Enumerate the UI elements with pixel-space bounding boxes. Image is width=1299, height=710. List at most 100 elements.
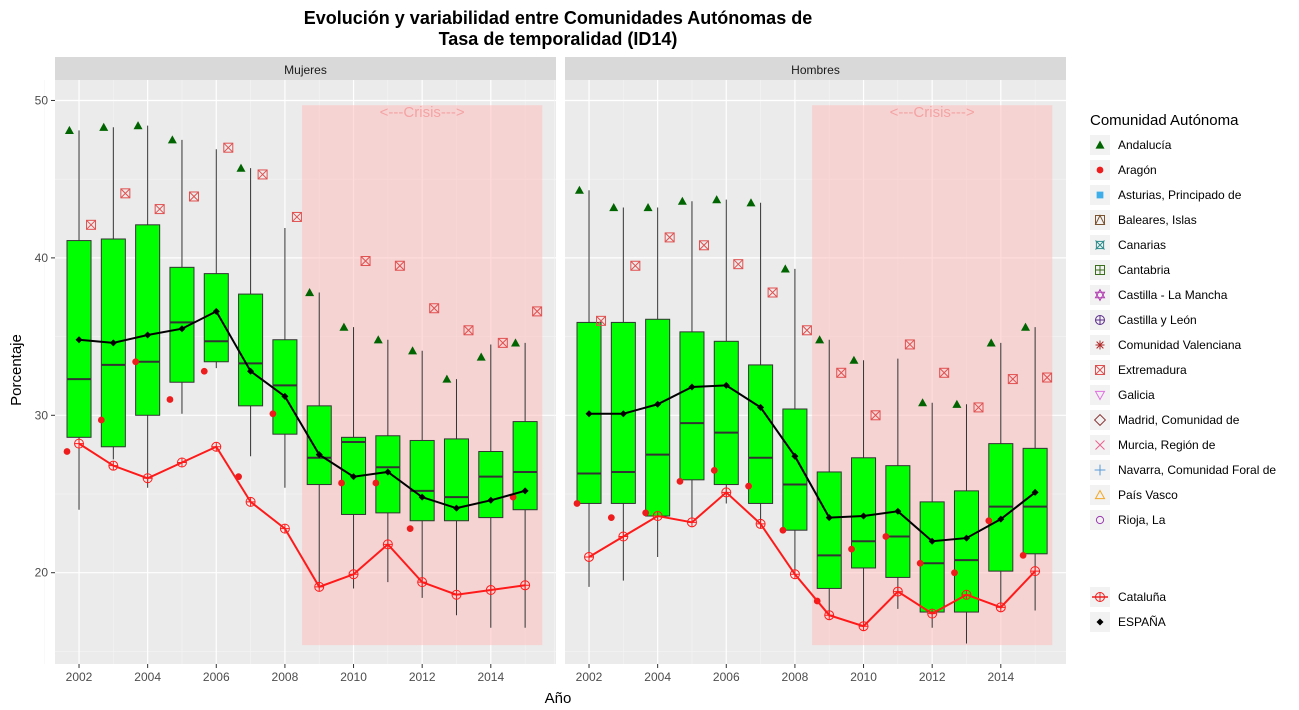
region-point-andalucia-shape [815, 335, 825, 344]
x-tick-label: 2004 [644, 670, 671, 684]
legend-item: Cantabria [1090, 260, 1170, 280]
legend-key-symbol [1096, 191, 1104, 199]
region-point-aragon-shape [573, 500, 581, 507]
espana-point [212, 307, 220, 315]
region-point-extremadura-shape2 [939, 367, 950, 378]
region-point-aragon-shape [779, 526, 787, 534]
legend-key-symbol [1094, 288, 1106, 302]
facet-strip-label: Hombres [791, 63, 840, 77]
espana-point [654, 400, 662, 408]
region-point-extremadura-shape2 [1042, 372, 1052, 383]
facet-panel: Mujeres <---Crisis---> 2002 2004 2006 2008 201… [35, 57, 556, 684]
espana-point [860, 512, 868, 520]
espana-point [997, 515, 1005, 523]
region-point-aragon-shape [916, 559, 924, 567]
region-point-andalucia-shape [442, 374, 452, 383]
region-point-extremadura-shape2 [596, 315, 606, 326]
box-body [679, 331, 705, 481]
region-point-extremadura-shape2 [870, 410, 881, 421]
espana-point-shape [521, 487, 529, 495]
region-point-andalucia-shape [609, 203, 619, 212]
crisis-label: <---Crisis---> [380, 104, 465, 121]
legend-item: Baleares, Islas [1090, 210, 1197, 230]
legend-key-symbol-shape [1093, 413, 1107, 427]
espana-point-shape [585, 410, 593, 418]
legend-key-symbol-shape [1095, 365, 1105, 375]
region-point-aragon [63, 448, 71, 455]
region-point-extremadura [188, 191, 199, 202]
region-point-extremadura-shape2 [699, 240, 709, 251]
region-point-andalucia [99, 122, 109, 131]
region-point-andalucia [373, 335, 383, 344]
legend-key-symbol [1095, 140, 1105, 149]
region-point-aragon-shape [406, 525, 414, 533]
region-point-extremadura [630, 260, 641, 271]
legend-key-symbol-shape2 [1094, 214, 1106, 225]
region-point-aragon-shape [166, 396, 174, 403]
legend-item: Navarra, Comunidad Foral de [1090, 460, 1276, 480]
boxplot [306, 292, 332, 589]
region-point-extremadura [801, 325, 812, 336]
legend-item: Murcia, Región de [1090, 435, 1216, 455]
legend-item: Aragón [1090, 160, 1157, 180]
cataluna-point-shape2 [451, 590, 461, 600]
region-point-extremadura [664, 232, 675, 243]
legend-label: Aragón [1118, 163, 1157, 177]
region-point-andalucia-shape [1021, 322, 1031, 331]
region-point-andalucia [609, 203, 619, 212]
legend-key-symbol-shape [1096, 618, 1104, 626]
region-point-extremadura [463, 325, 474, 336]
espana-point-shape [144, 331, 152, 339]
espana-point [521, 487, 529, 495]
cataluna-point-shape2 [721, 487, 731, 497]
region-point-andalucia [677, 196, 687, 205]
region-point-extremadura-shape [532, 306, 543, 317]
region-point-andalucia-shape [476, 352, 486, 361]
cataluna-point-shape2 [246, 497, 256, 507]
region-point-andalucia [408, 346, 418, 355]
region-point-andalucia-shape [64, 125, 74, 134]
cataluna-point [108, 460, 119, 471]
espana-point [757, 403, 765, 411]
cataluna-point [142, 473, 153, 484]
region-point-extremadura [257, 169, 268, 180]
region-point-extremadura-shape2 [767, 287, 778, 298]
boxplot [272, 227, 298, 488]
espana-point [109, 339, 117, 347]
legend-key-symbol [1094, 489, 1106, 500]
y-tick-label: 40 [35, 251, 49, 265]
cataluna-point-shape2 [349, 569, 359, 579]
espana-point [619, 410, 627, 418]
region-point-extremadura [904, 339, 915, 350]
cataluna-point [995, 602, 1006, 613]
region-point-aragon-shape [200, 367, 208, 375]
cataluna-point [176, 457, 187, 468]
region-point-aragon-shape [338, 479, 345, 487]
cataluna-point [584, 551, 595, 562]
facet-panel: Hombres <---Crisis---> 2002 2004 2006 2008 201… [554, 57, 1066, 684]
region-point-aragon [166, 396, 174, 403]
region-point-extremadura-shape [120, 188, 131, 199]
x-tick-label: 2010 [340, 670, 367, 684]
espana-point [350, 473, 358, 481]
box-body [885, 465, 911, 578]
cataluna-point [858, 621, 869, 632]
region-point-extremadura-shape [630, 260, 641, 271]
boxplot [782, 268, 808, 576]
legend-key-bg [1090, 210, 1110, 230]
region-point-extremadura [360, 256, 371, 267]
espana-point-shape [654, 400, 662, 408]
cataluna-point [755, 518, 766, 529]
region-point-aragon [848, 545, 855, 553]
espana-point [825, 514, 833, 522]
cataluna-point-shape2 [961, 590, 971, 600]
cataluna-point [1030, 566, 1041, 577]
cataluna-point [417, 577, 428, 588]
cataluna-point [618, 531, 629, 542]
legend-key-bg [1090, 410, 1110, 430]
espana-point [452, 504, 460, 512]
boxplot [238, 168, 264, 457]
region-point-aragon-shape [848, 545, 855, 553]
region-point-andalucia-shape [780, 264, 790, 273]
region-point-aragon-shape [269, 410, 277, 418]
